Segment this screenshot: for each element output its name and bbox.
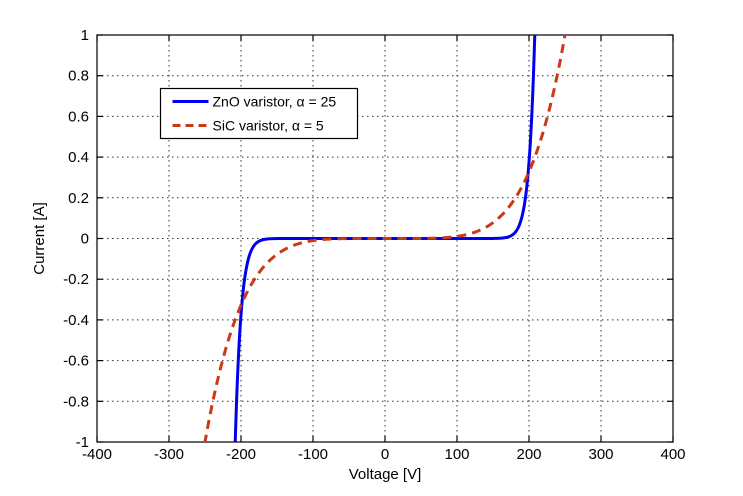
y-tick-label: 0.4 xyxy=(68,149,89,166)
y-tick-label: 0.8 xyxy=(68,68,89,85)
x-axis-label: Voltage [V] xyxy=(349,466,422,483)
x-tick-label: -400 xyxy=(82,446,112,463)
y-tick-label: 0.6 xyxy=(68,108,89,125)
y-axis-label: Current [A] xyxy=(31,202,48,275)
legend-entry-label: SiC varistor, α = 5 xyxy=(213,118,324,134)
y-tick-label: -0.4 xyxy=(63,312,89,329)
axis-ticks xyxy=(96,34,674,443)
y-tick-label: 0.2 xyxy=(68,190,89,207)
x-tick-label: -200 xyxy=(226,446,256,463)
x-tick-label: 300 xyxy=(588,446,613,463)
y-tick-label: -0.8 xyxy=(63,393,89,410)
series-curves xyxy=(203,35,567,442)
x-tick-label: 100 xyxy=(444,446,469,463)
legend-entry-label: ZnO varistor, α = 25 xyxy=(213,94,337,110)
y-tick-label: 0 xyxy=(81,231,89,248)
y-tick-label: -0.6 xyxy=(63,353,89,370)
y-tick-label: 1 xyxy=(81,27,89,44)
legend: ZnO varistor, α = 25 SiC varistor, α = 5 xyxy=(159,87,359,140)
gridlines xyxy=(97,35,673,442)
legend-box xyxy=(159,87,359,140)
y-tick-label: -0.2 xyxy=(63,271,89,288)
x-tick-labels: -400 -300 -200 -100 0 100 200 300 400 xyxy=(82,446,686,463)
series-curve-sic xyxy=(203,35,567,442)
x-tick-label: -300 xyxy=(154,446,184,463)
x-tick-label: 200 xyxy=(516,446,541,463)
x-tick-label: 0 xyxy=(381,446,389,463)
x-tick-label: -100 xyxy=(298,446,328,463)
y-tick-labels: -1 -0.8 -0.6 -0.4 -0.2 0 0.2 0.4 0.6 0.8 1 xyxy=(63,27,89,451)
x-tick-label: 400 xyxy=(660,446,685,463)
y-tick-label: -1 xyxy=(76,434,89,451)
